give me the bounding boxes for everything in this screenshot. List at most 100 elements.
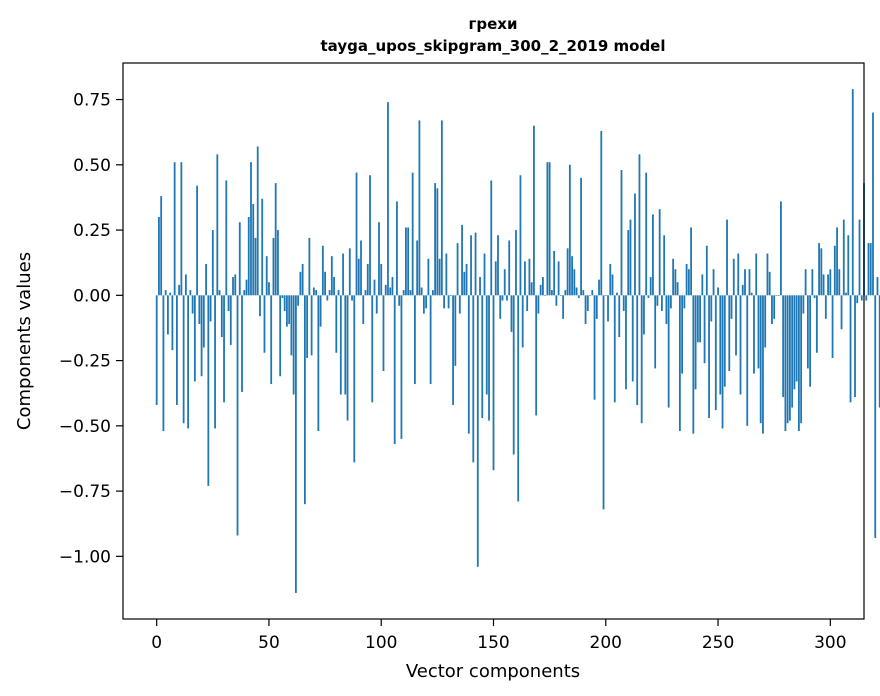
- bar-32: [227, 295, 230, 311]
- bar-76: [326, 295, 329, 301]
- bar-22: [205, 263, 207, 296]
- y-tick-label-6: 0.50: [73, 156, 111, 176]
- chart-subtitle: tayga_upos_skipgram_300_2_2019 model: [321, 37, 666, 55]
- y-tick-label-5: 0.25: [73, 221, 111, 241]
- bar-180: [559, 295, 562, 296]
- bar-153: [499, 295, 502, 319]
- y-tick-label-7: 0.75: [73, 91, 111, 111]
- bar-203: [611, 274, 614, 296]
- bar-305: [840, 295, 843, 330]
- bar-86: [348, 248, 351, 296]
- bar-293: [813, 295, 816, 298]
- bar-177: [553, 250, 556, 296]
- bar-307: [845, 292, 847, 296]
- bar-15: [189, 290, 192, 296]
- bar-64: [299, 271, 302, 296]
- bar-91: [360, 240, 362, 296]
- bar-268: [757, 295, 760, 369]
- bar-211: [629, 219, 632, 296]
- bar-176: [550, 290, 553, 296]
- y-tick-label-3: −0.25: [59, 352, 111, 372]
- bar-289: [804, 269, 807, 296]
- bar-131: [449, 295, 452, 296]
- bar-152: [497, 235, 499, 296]
- bar-21: [202, 295, 205, 348]
- bar-145: [481, 295, 484, 419]
- bar-231: [674, 269, 677, 296]
- bar-60: [290, 295, 293, 356]
- bar-39: [243, 290, 246, 296]
- bar-105: [391, 277, 394, 296]
- bar-70: [312, 287, 315, 296]
- x-axis-ticks: 0 50 100 150 200 250 300: [151, 619, 847, 653]
- bar-172: [542, 277, 544, 296]
- bar-110: [402, 290, 405, 296]
- bar-279: [782, 295, 785, 398]
- x-tick-label-0: 0: [151, 633, 162, 653]
- bar-26: [214, 295, 216, 429]
- bar-136: [461, 224, 463, 296]
- bar-301: [831, 295, 834, 358]
- bar-78: [330, 256, 333, 296]
- bar-23: [207, 295, 210, 486]
- bar-192: [586, 295, 589, 311]
- bar-241: [696, 295, 699, 343]
- bar-308: [847, 235, 850, 296]
- bar-254: [726, 219, 728, 296]
- bar-127: [440, 120, 443, 296]
- bar-318: [869, 243, 872, 296]
- bar-319: [872, 112, 874, 296]
- bar-208: [622, 295, 625, 311]
- bar-51: [270, 295, 273, 385]
- bar-184: [568, 164, 571, 296]
- bar-175: [548, 162, 551, 296]
- bar-228: [667, 295, 670, 408]
- bar-45: [256, 146, 259, 296]
- x-tick-label-300: 300: [814, 633, 846, 653]
- bar-262: [744, 269, 746, 296]
- bar-263: [746, 295, 749, 426]
- bar-306: [842, 219, 845, 296]
- bar-17: [193, 295, 196, 382]
- bar-83: [342, 253, 344, 296]
- bar-133: [454, 295, 457, 366]
- bar-186: [573, 269, 576, 296]
- bar-54: [277, 230, 279, 296]
- bar-115: [414, 295, 416, 385]
- bar-61: [292, 295, 295, 395]
- bar-242: [699, 295, 701, 343]
- bar-69: [310, 295, 313, 356]
- bar-156: [506, 295, 508, 301]
- bar-179: [557, 261, 560, 296]
- bar-283: [791, 295, 794, 408]
- bar-255: [728, 295, 731, 372]
- bar-96: [371, 295, 374, 403]
- bar-311: [854, 295, 856, 398]
- bar-155: [503, 269, 506, 296]
- bar-288: [802, 295, 805, 314]
- bar-89: [355, 172, 358, 296]
- bar-7: [171, 295, 174, 351]
- bar-204: [613, 295, 616, 403]
- bar-149: [490, 180, 493, 296]
- bar-247: [710, 295, 713, 322]
- bar-232: [676, 282, 679, 296]
- bar-164: [524, 261, 526, 296]
- bar-33: [229, 295, 232, 345]
- bar-50: [268, 282, 270, 296]
- bar-260: [739, 295, 742, 395]
- bar-219: [647, 295, 650, 298]
- bar-210: [627, 230, 630, 296]
- bar-134: [456, 243, 459, 296]
- y-tick-label-1: −0.75: [59, 482, 111, 502]
- bar-310: [851, 89, 854, 296]
- bar-25: [211, 230, 214, 296]
- bar-275: [773, 295, 776, 319]
- bar-206: [618, 295, 621, 338]
- bar-274: [771, 295, 773, 325]
- bar-116: [416, 240, 419, 296]
- bar-302: [833, 245, 836, 296]
- y-axis-label: Components values: [14, 252, 35, 430]
- bar-236: [685, 263, 688, 296]
- x-axis-label: Vector components: [406, 661, 580, 682]
